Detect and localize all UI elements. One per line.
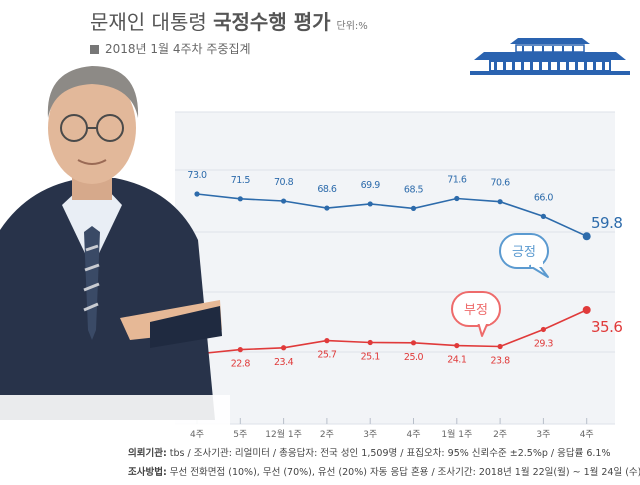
- negative-value-label: 23.8: [491, 356, 511, 367]
- gridlines: [175, 111, 615, 425]
- negative-value-label: 23.4: [274, 357, 294, 368]
- negative-point: [582, 305, 591, 314]
- positive-point: [410, 205, 417, 211]
- positive-point: [582, 232, 591, 241]
- unit-label: 단위:%: [336, 21, 368, 32]
- positive-value-label: 71.6: [447, 174, 467, 185]
- negative-value-label: 25.0: [404, 352, 424, 363]
- legend-label-positive: 긍정: [512, 245, 536, 260]
- positive-value-label: 71.5: [231, 175, 251, 186]
- plot-area: [175, 112, 615, 424]
- negative-point: [410, 340, 417, 346]
- positive-point: [367, 201, 373, 207]
- x-tick-label: 2주: [493, 429, 507, 440]
- legend-bubble-negative: 부정: [451, 291, 501, 337]
- positive-value-label: 68.6: [317, 184, 337, 195]
- chart-subtitle: 2018년 1월 4주차 주중집계: [90, 40, 251, 57]
- footer-line-2-value: 무선 전화면접 (10%), 무선 (70%), 유선 (20%) 자동 응답 …: [166, 467, 640, 478]
- negative-point: [324, 338, 330, 344]
- positive-value-label: 68.5: [404, 184, 424, 195]
- x-tick-label: 3주: [363, 429, 377, 440]
- positive-value-label: 73.0: [187, 170, 207, 181]
- negative-value-label: 35.6: [591, 318, 622, 336]
- positive-point: [194, 191, 200, 197]
- footer-line-2-label: 조사방법:: [128, 467, 167, 478]
- series-line-positive: [196, 193, 588, 237]
- chart-title: 문재인 대통령 국정수행 평가 단위:%: [90, 6, 368, 35]
- x-tick-label: 4주: [190, 429, 204, 440]
- negative-value-label: 24.1: [447, 355, 467, 366]
- x-axis-tick-labels: 4주 5주 12월 1주 2주 3주 4주 1월 1주 2주 3주 4주: [190, 428, 594, 440]
- positive-point: [237, 196, 243, 202]
- footer-line-2: 조사방법: 무선 전화면접 (10%), 무선 (70%), 유선 (20%) …: [128, 463, 640, 482]
- negative-value-label: 25.7: [317, 350, 337, 361]
- title-text-bold: 국정수행 평가: [213, 10, 331, 34]
- negative-value-label: 29.3: [534, 338, 554, 349]
- positive-value-label: 66.0: [534, 192, 554, 203]
- square-bullet-icon: [90, 45, 99, 54]
- x-tick-label: 2주: [320, 429, 334, 440]
- x-tick-label: 4주: [406, 429, 420, 440]
- negative-value-label: 22.8: [231, 359, 251, 370]
- negative-point: [367, 339, 373, 346]
- negative-point: [281, 345, 287, 351]
- legend-bubble-positive: 긍정: [499, 233, 549, 278]
- footer-line-1: 의뢰기관: tbs / 조사기관: 리얼미터 / 총응답자: 전국 성인 1,5…: [128, 444, 640, 463]
- subtitle-text: 2018년 1월 4주차 주중집계: [105, 42, 251, 56]
- negative-point: [497, 343, 503, 350]
- x-tick-label: 12월 1주: [265, 428, 302, 440]
- survey-info-footer: 의뢰기관: tbs / 조사기관: 리얼미터 / 총응답자: 전국 성인 1,5…: [128, 444, 640, 482]
- positive-value-label: 70.8: [274, 177, 294, 188]
- series-line-negative: [196, 309, 588, 355]
- data-points: [194, 191, 591, 357]
- x-tick-label: 5주: [233, 429, 247, 440]
- footer-line-1-label: 의뢰기관:: [128, 448, 167, 459]
- negative-point: [237, 347, 243, 353]
- series-lines: [196, 193, 588, 355]
- positive-value-label: 69.9: [361, 180, 381, 191]
- x-tick-label: 1월 1주: [441, 428, 472, 440]
- negative-point: [454, 342, 460, 349]
- portrait-photo: [0, 66, 230, 425]
- positive-point: [324, 205, 330, 211]
- positive-point: [540, 213, 547, 219]
- positive-point: [281, 198, 287, 204]
- positive-point: [454, 195, 460, 202]
- blue-house-logo-icon: [470, 38, 630, 75]
- title-text-light: 문재인 대통령: [90, 10, 214, 34]
- positive-value-label: 70.6: [491, 178, 511, 189]
- legend-label-negative: 부정: [464, 303, 488, 318]
- x-tick-label: 3주: [536, 429, 550, 440]
- x-tick-label: 4주: [580, 429, 594, 440]
- negative-value-label: 25.1: [361, 351, 381, 362]
- footer-line-1-value: tbs / 조사기관: 리얼미터 / 총응답자: 전국 성인 1,509명 / …: [166, 448, 611, 459]
- negative-point: [540, 326, 547, 333]
- positive-value-label: 59.8: [591, 214, 622, 232]
- positive-point: [497, 199, 503, 205]
